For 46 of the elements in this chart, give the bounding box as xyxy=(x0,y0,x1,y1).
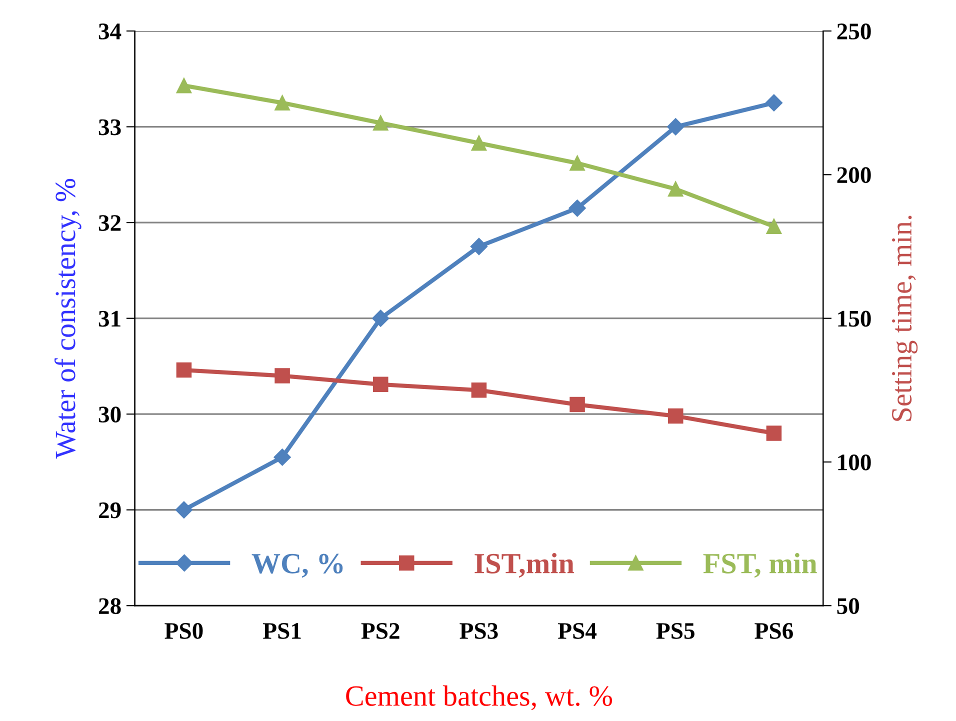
point xyxy=(668,181,684,197)
point xyxy=(471,135,487,151)
x-tick-label: PS0 xyxy=(164,622,203,639)
point xyxy=(471,382,487,398)
y2-axis-title: Setting time, min. xyxy=(892,216,918,421)
y2-tick-label: 250 xyxy=(837,23,871,40)
point xyxy=(274,448,291,466)
x-axis-title: Cement batches, wt. % xyxy=(346,685,612,710)
x-tick-label: PS2 xyxy=(361,623,400,639)
y2-tick-label: 100 xyxy=(838,454,871,470)
point xyxy=(765,94,782,112)
x-tick-label: PS4 xyxy=(558,623,597,639)
x-tick-label: PS3 xyxy=(460,623,498,639)
x-tick-label: PS5 xyxy=(656,623,694,639)
point xyxy=(176,78,192,94)
y-tick-label: 31 xyxy=(98,310,120,327)
point xyxy=(372,310,390,327)
y-tick-label: 29 xyxy=(98,502,121,518)
y-tick-label: 34 xyxy=(98,24,122,40)
point xyxy=(372,115,388,131)
y-tick-label: 28 xyxy=(98,598,121,614)
y-tick-label: 33 xyxy=(98,119,121,136)
point xyxy=(570,156,585,171)
point xyxy=(766,426,782,441)
y-axis-title: Water of consistency, % xyxy=(54,178,82,459)
point xyxy=(175,501,193,518)
point xyxy=(668,408,684,424)
point xyxy=(372,376,388,392)
point xyxy=(667,118,684,136)
y-tick-label: 32 xyxy=(98,215,121,231)
y-tick-label: 30 xyxy=(98,406,121,423)
y2-tick-label: 150 xyxy=(838,310,871,327)
x-tick-label: PS1 xyxy=(263,623,301,639)
point xyxy=(274,368,290,384)
point xyxy=(766,218,782,234)
x-tick-label: PS6 xyxy=(754,623,793,639)
point xyxy=(470,238,488,256)
legend-label: FST, min xyxy=(703,552,817,578)
legend-label: WC, % xyxy=(252,554,343,578)
point xyxy=(568,200,586,217)
point xyxy=(570,396,585,412)
y2-tick-label: 50 xyxy=(837,598,860,614)
y2-tick-label: 200 xyxy=(837,167,871,184)
legend-label: IST,min xyxy=(474,552,574,578)
point xyxy=(274,95,290,110)
point xyxy=(176,362,192,378)
